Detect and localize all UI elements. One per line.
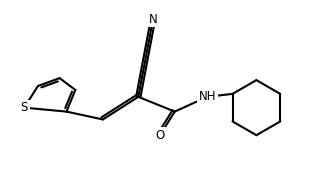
Text: NH: NH [198,90,216,103]
Text: S: S [20,101,28,114]
Text: O: O [155,129,164,142]
Text: N: N [149,13,158,26]
